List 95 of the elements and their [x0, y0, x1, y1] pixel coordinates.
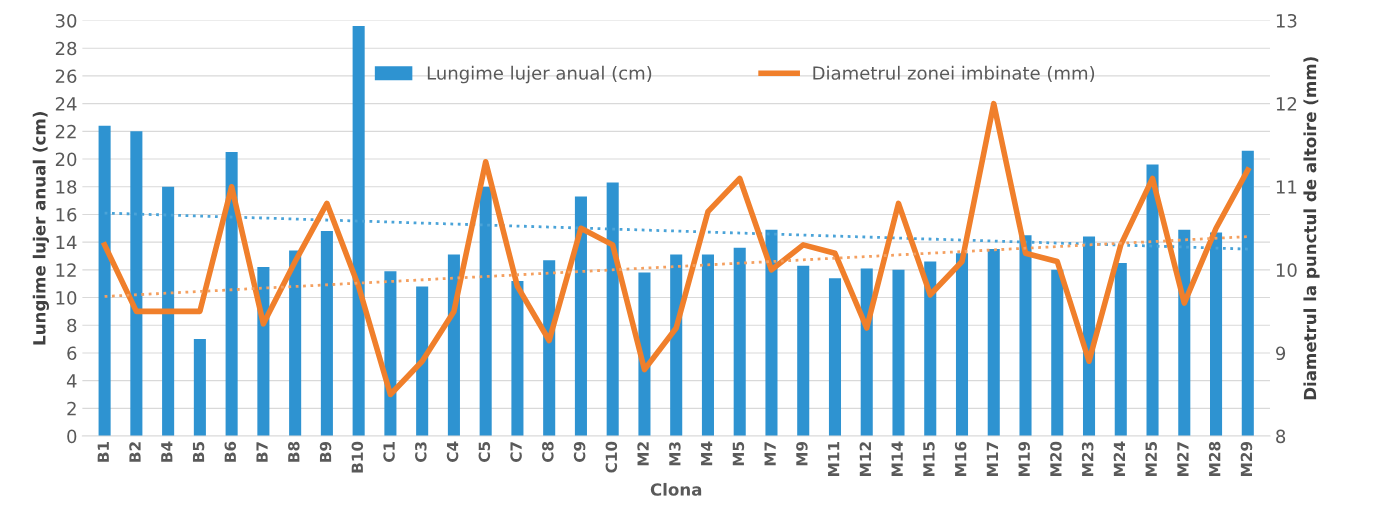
- x-tick-label: M9: [796, 441, 808, 466]
- bar: [797, 265, 810, 437]
- bar: [1241, 150, 1254, 437]
- y-tick-label: 10: [56, 291, 77, 305]
- bar: [828, 278, 842, 437]
- y-tick-label: 28: [55, 41, 77, 56]
- bar: [98, 125, 111, 437]
- y-tick-label: 20: [55, 152, 77, 167]
- x-tick-label: C7: [510, 442, 522, 462]
- y-tick-label: 24: [55, 97, 77, 111]
- bar: [670, 254, 683, 437]
- bar: [384, 271, 397, 437]
- bar: [289, 250, 302, 437]
- x-tick-label: C4: [446, 441, 459, 462]
- bar: [574, 196, 587, 437]
- y-tick-label: 6: [67, 346, 77, 361]
- bar: [1146, 164, 1159, 437]
- y-tick-label: 0: [67, 429, 77, 444]
- bar: [701, 254, 714, 437]
- x-tick-label: B6: [224, 441, 237, 462]
- x-axis-title: Clona: [650, 482, 702, 496]
- legend-label: Diametrul zonei imbinate (mm): [813, 65, 1095, 82]
- y2-tick-label: 12: [1276, 97, 1297, 111]
- y2-axis-title: Diametrul la punctul de altoire (mm): [1303, 57, 1320, 400]
- x-tick-label: C9: [573, 441, 586, 462]
- bar: [1210, 232, 1223, 437]
- y2-tick-label: 8: [1276, 429, 1286, 444]
- x-tick-label: M7: [764, 442, 776, 466]
- y-tick-label: 8: [67, 318, 77, 333]
- x-tick-label: B10: [351, 441, 364, 473]
- y-tick-label: 30: [55, 13, 77, 28]
- bar: [733, 247, 746, 437]
- x-tick-label: M23: [1081, 442, 1094, 476]
- bar: [1114, 262, 1127, 437]
- y-tick-label: 12: [56, 263, 76, 277]
- x-tick-label: M17: [986, 442, 998, 476]
- x-tick-label: B1: [97, 441, 109, 462]
- bar: [955, 253, 969, 437]
- x-tick-label: C1: [383, 441, 395, 462]
- x-tick-label: B5: [192, 441, 205, 462]
- bar: [130, 131, 143, 437]
- x-tick-label: B2: [129, 442, 141, 462]
- x-tick-label: M15: [923, 441, 935, 476]
- x-tick-label: B4: [161, 441, 173, 462]
- x-tick-label: M20: [1050, 441, 1062, 476]
- bar: [320, 231, 333, 437]
- x-tick-label: C8: [542, 441, 554, 462]
- bar: [479, 186, 492, 437]
- x-tick-label: M5: [732, 441, 745, 466]
- x-tick-label: B9: [319, 441, 332, 462]
- bar: [924, 261, 937, 437]
- bar: [543, 260, 556, 437]
- bar: [987, 249, 1000, 437]
- bar: [765, 229, 778, 437]
- bar: [416, 286, 429, 437]
- y2-tick-label: 9: [1276, 346, 1286, 361]
- x-tick-label: M24: [1113, 441, 1125, 476]
- y-tick-label: 2: [67, 401, 76, 416]
- x-tick-label: C3: [415, 442, 427, 462]
- x-tick-label: M19: [1018, 441, 1030, 476]
- bar: [606, 182, 619, 437]
- x-tick-label: M2: [637, 442, 649, 466]
- y-tick-label: 4: [66, 374, 77, 388]
- x-tick-label: M12: [859, 442, 871, 476]
- x-tick-label: B7: [256, 442, 268, 462]
- y2-tick-label: 10: [1276, 263, 1297, 277]
- bar: [892, 269, 905, 437]
- bar: [162, 186, 175, 437]
- y-tick-label: 22: [55, 124, 76, 139]
- x-tick-label: M27: [1177, 442, 1189, 476]
- x-tick-label: C10: [605, 441, 618, 473]
- bar: [511, 280, 524, 437]
- y-tick-label: 16: [56, 207, 77, 222]
- y2-tick-label: 13: [1276, 13, 1297, 28]
- legend-label: Lungime lujer anual (cm): [427, 65, 652, 84]
- x-tick-label: M16: [954, 441, 967, 476]
- x-tick-label: M28: [1208, 441, 1221, 476]
- y-axis-title: Lungime lujer anual (cm): [32, 112, 49, 345]
- x-tick-label: M3: [669, 442, 681, 466]
- bar: [225, 152, 238, 437]
- x-tick-label: M4: [701, 441, 713, 466]
- bar: [352, 26, 365, 437]
- x-tick-label: M25: [1145, 441, 1157, 476]
- x-tick-label: B8: [288, 441, 300, 462]
- x-tick-label: M29: [1240, 441, 1253, 476]
- y-tick-label: 26: [55, 69, 77, 84]
- x-tick-label: M14: [891, 441, 903, 476]
- bar: [1051, 269, 1064, 437]
- x-tick-label: C5: [478, 441, 491, 462]
- bar: [193, 339, 206, 437]
- y2-tick-label: 11: [1276, 180, 1297, 194]
- y-tick-label: 14: [56, 235, 77, 249]
- x-tick-label: M11: [828, 441, 840, 476]
- y-tick-label: 18: [56, 180, 77, 194]
- bar: [1019, 235, 1032, 437]
